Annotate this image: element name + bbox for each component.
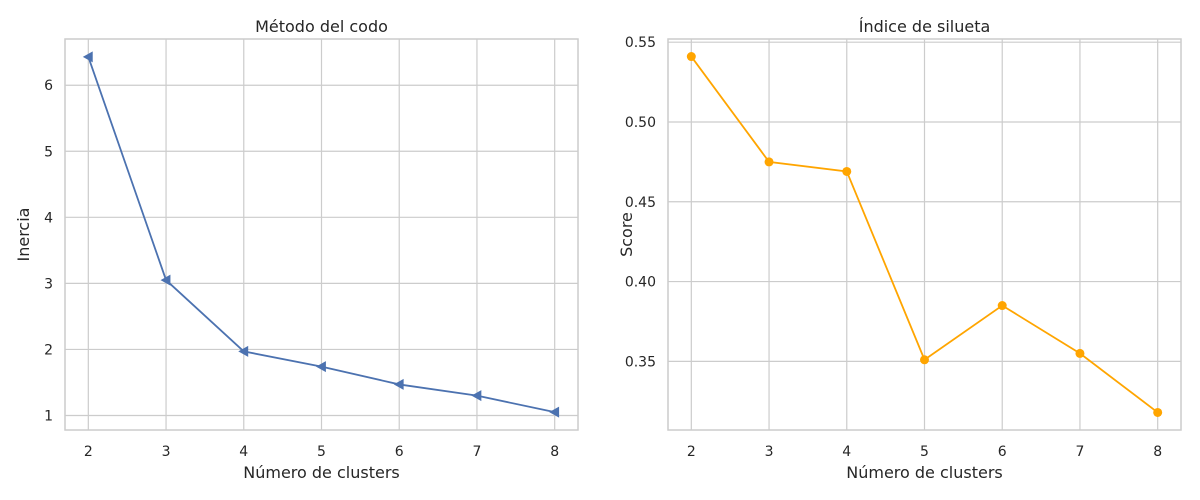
elbow-data-point	[471, 390, 482, 402]
elbow-x-tick-label: 3	[162, 444, 171, 460]
elbow-data-point	[238, 345, 249, 357]
silhouette-x-tick-label: 6	[998, 444, 1007, 460]
elbow-x-tick-label: 5	[317, 444, 326, 460]
elbow-x-tick-label: 8	[550, 444, 559, 460]
elbow-data-point	[82, 51, 93, 63]
silhouette-data-point	[764, 157, 774, 167]
silhouette-x-tick-label: 3	[765, 444, 774, 460]
elbow-data-point	[549, 406, 560, 418]
silhouette-data-point	[920, 355, 929, 365]
silhouette-chart-title: Índice de silueta	[859, 17, 991, 36]
elbow-x-axis-label: Número de clusters	[243, 463, 399, 482]
silhouette-data-point	[1075, 348, 1085, 358]
elbow-y-axis-label: Inercia	[14, 208, 33, 262]
silhouette-data-point	[997, 301, 1007, 311]
elbow-plot-frame	[64, 38, 579, 431]
silhouette-data-point	[842, 166, 852, 176]
elbow-chart: 2 3 4 5 6 7 8 1 2 3 4 5 6 Método del codo Número de …	[14, 17, 579, 482]
silhouette-y-axis-label: Score	[617, 212, 636, 257]
silhouette-y-tick-label: 0.55	[625, 35, 656, 51]
elbow-data-point	[316, 361, 326, 373]
silhouette-x-tick-label: 5	[920, 444, 929, 460]
silhouette-y-tick-label: 0.45	[625, 195, 656, 211]
silhouette-y-tick-label: 0.50	[625, 115, 656, 131]
elbow-x-tick-label: 2	[84, 444, 93, 460]
elbow-y-tick-label: 6	[44, 78, 53, 94]
elbow-y-tick-label: 4	[44, 210, 53, 226]
silhouette-data-point	[1153, 407, 1163, 417]
silhouette-x-tick-label: 4	[842, 444, 851, 460]
elbow-chart-title: Método del codo	[255, 17, 388, 36]
silhouette-x-axis-label: Número de clusters	[846, 463, 1002, 482]
elbow-x-tick-label: 7	[472, 444, 481, 460]
silhouette-x-tick-label: 2	[687, 444, 696, 460]
elbow-y-tick-label: 1	[44, 408, 53, 424]
silhouette-y-tick-label: 0.40	[625, 275, 656, 291]
elbow-x-tick-label: 4	[239, 444, 248, 460]
elbow-y-tick-label: 3	[44, 276, 53, 292]
elbow-data-point	[160, 274, 171, 286]
silhouette-x-tick-label: 7	[1075, 444, 1084, 460]
silhouette-x-tick-label: 8	[1153, 444, 1162, 460]
elbow-y-tick-label: 5	[44, 144, 53, 160]
silhouette-chart: 2 3 4 5 6 7 8 0.35 0.40 0.45 0.50 0.55 Índice de si…	[617, 17, 1182, 482]
silhouette-plot-frame	[667, 38, 1182, 431]
elbow-data-point	[393, 378, 404, 390]
silhouette-y-tick-label: 0.35	[625, 354, 656, 370]
silhouette-data-point	[686, 52, 696, 62]
elbow-x-tick-label: 6	[395, 444, 404, 460]
elbow-y-tick-label: 2	[44, 342, 53, 358]
